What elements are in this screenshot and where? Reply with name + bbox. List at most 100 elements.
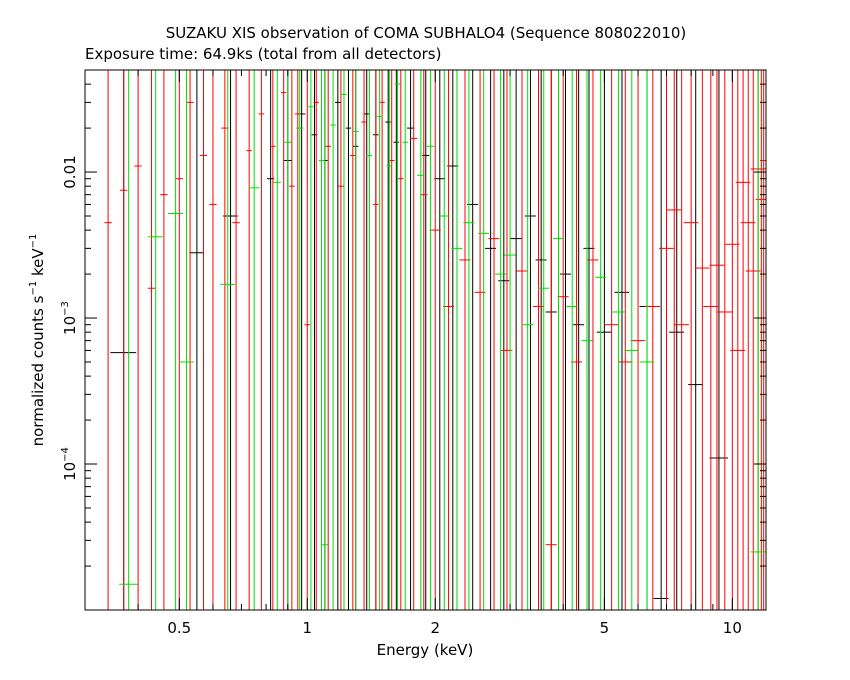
data-point bbox=[573, 70, 585, 610]
data-point bbox=[717, 70, 733, 610]
data-point bbox=[341, 70, 347, 610]
data-point bbox=[504, 70, 516, 610]
data-point bbox=[694, 70, 710, 610]
data-point bbox=[220, 70, 235, 610]
data-point bbox=[373, 70, 379, 610]
data-point bbox=[730, 70, 746, 610]
data-point bbox=[522, 70, 534, 610]
data-point bbox=[402, 70, 408, 610]
data-point bbox=[451, 70, 463, 610]
chart-subtitle: Exposure time: 64.9ks (total from all de… bbox=[85, 45, 441, 63]
data-point bbox=[617, 70, 633, 610]
data-point bbox=[386, 70, 393, 610]
data-point bbox=[280, 70, 287, 610]
data-point bbox=[325, 70, 331, 610]
data-point bbox=[248, 70, 260, 610]
data-point bbox=[297, 70, 306, 610]
data-point bbox=[270, 70, 276, 610]
data-point bbox=[313, 70, 320, 610]
data-point bbox=[366, 70, 373, 610]
data-point bbox=[289, 70, 295, 610]
svg-text:10−3: 10−3 bbox=[60, 301, 79, 335]
data-point bbox=[570, 70, 582, 610]
data-point bbox=[434, 70, 446, 610]
series-0 bbox=[110, 70, 728, 610]
data-point bbox=[596, 70, 612, 610]
data-point bbox=[179, 70, 194, 610]
y-axis-label: normalized counts s−1 keV−1 bbox=[28, 234, 47, 447]
data-point bbox=[148, 70, 163, 610]
data-point bbox=[361, 70, 367, 610]
data-point bbox=[186, 70, 194, 610]
data-point bbox=[168, 70, 183, 610]
data-point bbox=[587, 70, 599, 610]
data-point bbox=[429, 70, 441, 610]
data-point bbox=[104, 70, 112, 610]
x-tick-label: 10 bbox=[723, 619, 742, 637]
data-point bbox=[674, 70, 689, 610]
data-point bbox=[750, 70, 766, 610]
data-point bbox=[119, 70, 138, 610]
axis-ticks: 0.5 1 2 5 10 10−4 10−3 0.01 bbox=[60, 69, 766, 637]
data-point bbox=[393, 70, 400, 610]
data-point bbox=[666, 70, 682, 610]
data-point bbox=[524, 70, 536, 610]
data-point bbox=[624, 70, 640, 610]
data-point bbox=[304, 70, 311, 610]
data-point bbox=[376, 70, 383, 610]
data-point bbox=[345, 70, 352, 610]
data-point bbox=[688, 70, 703, 610]
x-tick-label: 0.5 bbox=[167, 619, 191, 637]
data-point bbox=[463, 70, 475, 610]
data-point bbox=[426, 70, 435, 610]
data-point bbox=[409, 70, 418, 610]
data-point bbox=[322, 70, 328, 610]
y-tick-label: 0.01 bbox=[61, 155, 79, 188]
data-point bbox=[639, 70, 655, 610]
data-point bbox=[709, 70, 725, 610]
data-point bbox=[175, 70, 183, 610]
data-point bbox=[284, 70, 292, 610]
x-tick-label: 1 bbox=[302, 619, 312, 637]
data-point bbox=[724, 70, 740, 610]
data-point bbox=[516, 70, 528, 610]
svg-text:0.01: 0.01 bbox=[61, 155, 79, 188]
data-point bbox=[630, 70, 646, 610]
data-point bbox=[318, 70, 325, 610]
data-point bbox=[759, 70, 766, 610]
data-point bbox=[538, 70, 550, 610]
data-point bbox=[501, 70, 513, 610]
data-point bbox=[199, 70, 208, 610]
data-point bbox=[398, 70, 404, 610]
series-1 bbox=[104, 70, 766, 610]
data-point bbox=[406, 70, 415, 610]
data-point bbox=[653, 70, 669, 610]
data-point bbox=[223, 70, 238, 610]
data-point bbox=[559, 70, 571, 610]
data-point bbox=[352, 70, 359, 610]
data-point bbox=[209, 70, 217, 610]
data-point bbox=[438, 70, 450, 610]
data-point bbox=[232, 70, 240, 610]
data-point bbox=[379, 70, 385, 610]
x-tick-label: 2 bbox=[430, 619, 440, 637]
data-point bbox=[581, 70, 593, 610]
data-point bbox=[189, 70, 205, 610]
data-point bbox=[273, 70, 281, 610]
svg-text:normalized counts s−1 keV−1: normalized counts s−1 keV−1 bbox=[28, 234, 47, 447]
data-point bbox=[119, 70, 128, 610]
data-point bbox=[703, 70, 719, 610]
data-point bbox=[498, 70, 510, 610]
data-point bbox=[246, 70, 252, 610]
data-point bbox=[683, 70, 699, 610]
data-point bbox=[394, 70, 401, 610]
data-point bbox=[494, 70, 507, 610]
data-point bbox=[488, 70, 500, 610]
data-point bbox=[535, 70, 547, 610]
x-axis-label: Energy (keV) bbox=[377, 641, 474, 659]
data-point bbox=[160, 70, 168, 610]
data-point bbox=[611, 70, 626, 610]
data-point bbox=[755, 70, 766, 610]
data-point bbox=[147, 70, 156, 610]
data-point bbox=[532, 70, 544, 610]
